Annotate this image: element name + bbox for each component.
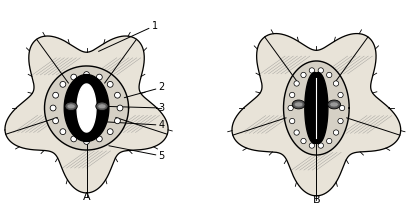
Text: 4: 4 <box>103 120 165 130</box>
Circle shape <box>294 81 299 86</box>
Circle shape <box>301 138 306 144</box>
Circle shape <box>318 68 323 73</box>
Circle shape <box>326 138 332 144</box>
Circle shape <box>60 129 66 135</box>
Ellipse shape <box>67 104 75 109</box>
Circle shape <box>334 130 339 135</box>
Text: 3: 3 <box>103 103 165 113</box>
Circle shape <box>96 74 102 80</box>
Ellipse shape <box>328 100 341 109</box>
Circle shape <box>301 72 306 78</box>
Circle shape <box>326 72 332 78</box>
Circle shape <box>318 143 323 148</box>
Circle shape <box>114 92 120 98</box>
Polygon shape <box>305 73 324 143</box>
Circle shape <box>338 118 343 124</box>
Circle shape <box>294 130 299 135</box>
Ellipse shape <box>292 100 305 109</box>
Polygon shape <box>284 61 349 155</box>
Text: 2: 2 <box>124 83 165 98</box>
Circle shape <box>288 105 293 111</box>
Polygon shape <box>308 73 328 143</box>
Circle shape <box>309 68 315 73</box>
Circle shape <box>71 136 77 142</box>
Ellipse shape <box>98 104 106 109</box>
Text: 1: 1 <box>98 21 158 51</box>
Text: A: A <box>83 192 91 202</box>
Circle shape <box>338 92 343 98</box>
Text: B: B <box>313 195 320 205</box>
Circle shape <box>117 105 123 111</box>
Circle shape <box>71 74 77 80</box>
Polygon shape <box>77 84 96 132</box>
Polygon shape <box>232 33 401 196</box>
Circle shape <box>290 118 295 124</box>
Circle shape <box>60 81 66 87</box>
Ellipse shape <box>65 102 77 111</box>
Ellipse shape <box>295 102 303 107</box>
Circle shape <box>309 143 315 148</box>
Circle shape <box>84 138 89 144</box>
Circle shape <box>84 72 89 78</box>
Ellipse shape <box>96 102 108 111</box>
Circle shape <box>334 81 339 86</box>
Text: 5: 5 <box>109 146 165 161</box>
Circle shape <box>96 136 102 142</box>
Circle shape <box>339 105 345 111</box>
Circle shape <box>53 92 59 98</box>
Polygon shape <box>5 36 168 193</box>
Polygon shape <box>44 66 129 150</box>
Circle shape <box>107 129 113 135</box>
Circle shape <box>290 92 295 98</box>
Polygon shape <box>64 75 109 141</box>
Circle shape <box>114 118 120 124</box>
Ellipse shape <box>330 102 338 107</box>
Circle shape <box>107 81 113 87</box>
Circle shape <box>50 105 56 111</box>
Circle shape <box>53 118 59 124</box>
